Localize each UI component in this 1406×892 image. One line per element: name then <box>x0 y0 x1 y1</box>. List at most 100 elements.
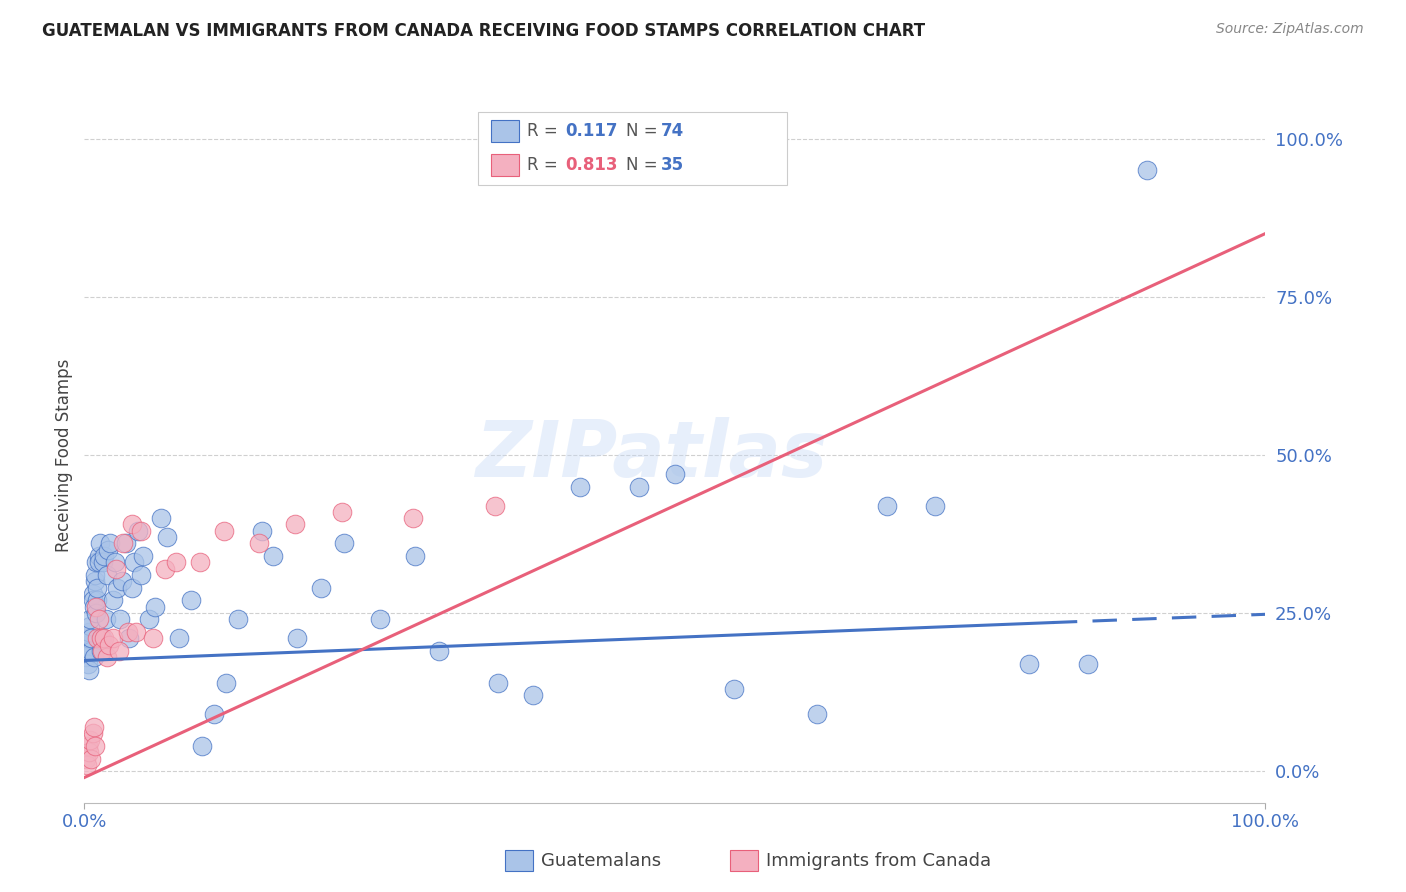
Point <box>309 581 332 595</box>
Point <box>153 562 176 576</box>
Point <box>84 556 107 570</box>
Text: 0.813: 0.813 <box>565 156 617 174</box>
Point <box>76 638 98 652</box>
Point <box>107 581 129 595</box>
Point <box>91 632 114 646</box>
Point <box>75 751 97 765</box>
Point <box>83 650 105 665</box>
Point <box>93 549 115 563</box>
Point <box>89 536 111 550</box>
Point <box>118 632 141 646</box>
Text: 35: 35 <box>661 156 683 174</box>
Point <box>191 739 214 753</box>
Point <box>125 625 148 640</box>
Point <box>93 632 115 646</box>
Point <box>107 644 129 658</box>
Point <box>77 745 100 759</box>
Point <box>84 739 107 753</box>
Point <box>75 650 97 665</box>
Point <box>117 625 139 640</box>
Text: 0.117: 0.117 <box>565 122 617 140</box>
Point <box>150 511 173 525</box>
Point <box>91 644 114 658</box>
Point <box>108 612 131 626</box>
Point <box>143 599 166 614</box>
Point <box>368 612 391 626</box>
Point <box>284 517 307 532</box>
Point <box>84 574 107 589</box>
Point <box>77 663 100 677</box>
Point <box>80 632 103 646</box>
Point <box>87 612 110 626</box>
Point <box>262 549 284 563</box>
Point <box>212 524 235 538</box>
Point <box>84 599 107 614</box>
Point <box>105 562 128 576</box>
Point <box>82 593 104 607</box>
Point <box>285 632 308 646</box>
Point <box>202 707 225 722</box>
Point <box>876 499 898 513</box>
Point <box>86 593 108 607</box>
Point <box>156 530 179 544</box>
Point <box>80 644 103 658</box>
Point <box>101 632 124 646</box>
Text: R =: R = <box>527 122 564 140</box>
Point <box>87 549 110 563</box>
Point <box>127 524 149 538</box>
Point <box>188 556 211 570</box>
Point <box>330 505 353 519</box>
Text: R =: R = <box>527 156 564 174</box>
Point <box>723 681 745 696</box>
Point <box>486 675 509 690</box>
Text: 74: 74 <box>661 122 685 140</box>
Point <box>96 568 118 582</box>
Point <box>97 542 120 557</box>
Point <box>1018 657 1040 671</box>
Text: Immigrants from Canada: Immigrants from Canada <box>766 852 991 870</box>
Point <box>77 632 100 646</box>
Y-axis label: Receiving Food Stamps: Receiving Food Stamps <box>55 359 73 551</box>
Point <box>924 499 946 513</box>
Point <box>664 467 686 481</box>
Text: N =: N = <box>626 122 662 140</box>
Text: ZIPatlas: ZIPatlas <box>475 417 827 493</box>
Point <box>111 574 134 589</box>
Point <box>83 720 105 734</box>
Point <box>166 556 188 570</box>
Point <box>167 632 190 646</box>
Point <box>1077 657 1099 671</box>
Point <box>91 556 114 570</box>
Point <box>77 625 100 640</box>
Point <box>247 536 270 550</box>
Point <box>114 536 136 550</box>
Point <box>132 549 155 563</box>
Point <box>522 688 544 702</box>
Point <box>104 556 127 570</box>
Point <box>250 524 273 538</box>
Point <box>76 644 98 658</box>
Point <box>76 757 98 772</box>
Point <box>90 644 112 658</box>
Point <box>86 632 108 646</box>
Point <box>129 524 152 538</box>
Point <box>80 751 103 765</box>
Point <box>129 568 152 582</box>
Text: GUATEMALAN VS IMMIGRANTS FROM CANADA RECEIVING FOOD STAMPS CORRELATION CHART: GUATEMALAN VS IMMIGRANTS FROM CANADA REC… <box>42 22 925 40</box>
Point <box>83 599 105 614</box>
Point <box>806 707 828 722</box>
Text: N =: N = <box>626 156 662 174</box>
Point <box>121 517 143 532</box>
Point <box>79 732 101 747</box>
Point <box>82 587 104 601</box>
Point <box>122 556 145 570</box>
Point <box>404 549 426 563</box>
Point <box>96 650 118 665</box>
Point <box>628 479 651 493</box>
Point <box>333 536 356 550</box>
Point <box>79 612 101 626</box>
Text: Guatemalans: Guatemalans <box>541 852 661 870</box>
Point <box>226 612 249 626</box>
Point <box>98 638 121 652</box>
Point <box>90 632 112 646</box>
